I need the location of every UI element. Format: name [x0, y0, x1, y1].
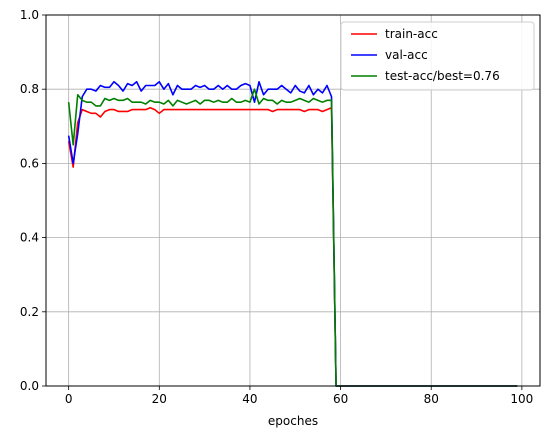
legend-box: [340, 21, 535, 91]
x-tick-label: 0: [65, 392, 73, 406]
legend: train-acc val-acc test-acc/best=0.76: [340, 21, 535, 91]
x-tick-label: 20: [152, 392, 167, 406]
series-group: [67, 80, 518, 387]
y-tick-label: 0.6: [20, 156, 39, 170]
y-tick-label: 0.0: [20, 379, 39, 393]
y-tick-label: 0.2: [20, 305, 39, 319]
series-line-val-acc: [67, 80, 518, 387]
x-tick-label: 40: [242, 392, 257, 406]
x-tick-label: 100: [510, 392, 533, 406]
y-tick-label: 1.0: [20, 8, 39, 22]
legend-label: train-acc: [385, 27, 438, 41]
x-axis-label: epoches: [268, 414, 318, 428]
ticks: 0 20 40 60 80 100 0.0 0.2 0.4 0.6 0.8 1.0: [20, 8, 533, 406]
plot-frame: [45, 14, 541, 387]
legend-label: val-acc: [385, 48, 428, 62]
x-tick-label: 80: [424, 392, 439, 406]
legend-label: test-acc/best=0.76: [385, 69, 500, 83]
series-line-train-acc: [67, 106, 518, 387]
x-tick-label: 60: [333, 392, 348, 406]
y-tick-label: 0.8: [20, 82, 39, 96]
y-tick-label: 0.4: [20, 231, 39, 245]
